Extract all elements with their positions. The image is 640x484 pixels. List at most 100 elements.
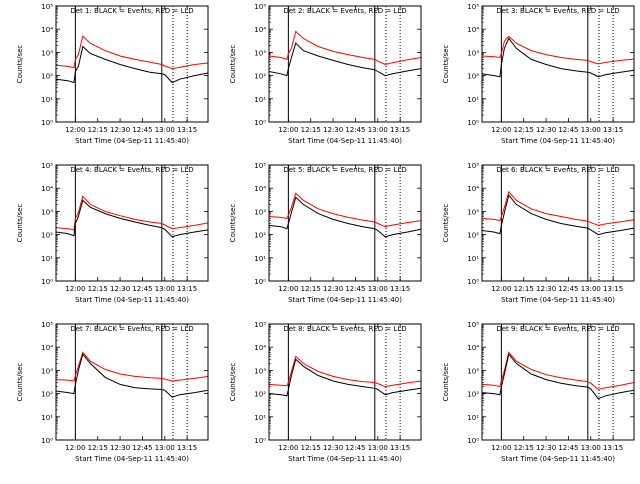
chart-4-ylabel: Counts/sec — [16, 204, 24, 243]
chart-1-ytick-label: 10⁰ — [41, 119, 53, 127]
chart-8-xtick-label: 13:15 — [390, 444, 410, 452]
chart-3-title: Det 3: BLACK = Events, RED = LLD — [496, 7, 619, 15]
chart-3-ytick-label: 10⁵ — [467, 3, 479, 11]
chart-7-xtick-label: 12:45 — [132, 444, 152, 452]
chart-2-ytick-label: 10¹ — [254, 96, 266, 104]
chart-3-ytick-label: 10⁴ — [467, 26, 479, 34]
chart-4-ytick-label: 10⁵ — [41, 162, 53, 170]
chart-3-ytick-label: 10³ — [467, 49, 479, 57]
chart-1-ytick-label: 10⁴ — [41, 26, 53, 34]
chart-7-ytick-label: 10¹ — [41, 414, 53, 422]
chart-1-xtick-label: 12:15 — [88, 126, 108, 134]
chart-4-title: Det 4: BLACK = Events, RED = LLD — [70, 166, 193, 174]
chart-6-ytick-label: 10¹ — [467, 255, 479, 263]
chart-9-ylabel: Counts/sec — [442, 363, 450, 402]
chart-4-series-events — [56, 199, 208, 238]
chart-2-xtick-label: 12:15 — [301, 126, 321, 134]
chart-9-title: Det 9: BLACK = Events, RED = LLD — [496, 325, 619, 333]
chart-3-xtick-label: 12:00 — [491, 126, 511, 134]
chart-6-series-events — [482, 194, 634, 236]
chart-8-ytick-label: 10¹ — [254, 414, 266, 422]
chart-2-ytick-label: 10⁵ — [254, 3, 266, 11]
chart-1-xtick-label: 12:45 — [132, 126, 152, 134]
chart-2-ytick-label: 10³ — [254, 49, 266, 57]
chart-2-title: Det 2: BLACK = Events, RED = LLD — [283, 7, 406, 15]
chart-7-xtick-label: 12:15 — [88, 444, 108, 452]
chart-8-series-lld — [269, 355, 421, 388]
chart-3-ytick-label: 10² — [467, 73, 479, 81]
chart-7-title: Det 7: BLACK = Events, RED = LLD — [70, 325, 193, 333]
chart-6-series-lld — [482, 190, 634, 226]
chart-7-xtick-label: 13:15 — [177, 444, 197, 452]
chart-5-title: Det 5: BLACK = Events, RED = LLD — [283, 166, 406, 174]
chart-4-xtick-label: 12:00 — [65, 285, 85, 293]
chart-4-xtick-label: 13:00 — [155, 285, 175, 293]
chart-3-xtick-label: 12:45 — [558, 126, 578, 134]
chart-1-xtick-label: 13:00 — [155, 126, 175, 134]
chart-9-xlabel: Start Time (04-Sep-11 11:45:40) — [501, 455, 615, 463]
chart-3-xtick-label: 12:15 — [514, 126, 534, 134]
chart-5-ytick-label: 10³ — [254, 208, 266, 216]
chart-2-xlabel: Start Time (04-Sep-11 11:45:40) — [288, 137, 402, 145]
chart-3-xlabel: Start Time (04-Sep-11 11:45:40) — [501, 137, 615, 145]
chart-6-xtick-label: 12:00 — [491, 285, 511, 293]
chart-4-ytick-label: 10³ — [41, 208, 53, 216]
chart-5-ytick-label: 10⁵ — [254, 162, 266, 170]
chart-1-series-events — [56, 45, 208, 84]
chart-6-frame — [481, 164, 635, 282]
chart-1-series-lld — [56, 35, 208, 70]
chart-9-ytick-label: 10² — [467, 391, 479, 399]
chart-6-ytick-label: 10² — [467, 232, 479, 240]
chart-6-ytick-label: 10⁰ — [467, 278, 479, 286]
chart-5-xtick-label: 12:15 — [301, 285, 321, 293]
chart-8-xtick-label: 12:30 — [323, 444, 343, 452]
chart-1-series-group — [56, 35, 208, 84]
chart-4-xtick-label: 13:15 — [177, 285, 197, 293]
chart-2-xtick-label: 13:15 — [390, 126, 410, 134]
chart-7-xtick-label: 12:30 — [110, 444, 130, 452]
chart-8-xtick-label: 12:00 — [278, 444, 298, 452]
chart-7-ytick-label: 10⁴ — [41, 344, 53, 352]
chart-8-ylabel: Counts/sec — [229, 363, 237, 402]
chart-8-frame — [268, 323, 422, 441]
chart-8-xtick-label: 12:45 — [345, 444, 365, 452]
chart-9-ytick-label: 10⁰ — [467, 437, 479, 445]
chart-6-xtick-label: 12:15 — [514, 285, 534, 293]
chart-9-xtick-label: 12:15 — [514, 444, 534, 452]
chart-6-ytick-label: 10⁵ — [467, 162, 479, 170]
chart-7-ytick-label: 10³ — [41, 367, 53, 375]
chart-8-xtick-label: 12:15 — [301, 444, 321, 452]
chart-3-ytick-label: 10⁰ — [467, 119, 479, 127]
chart-9-xtick-label: 13:00 — [581, 444, 601, 452]
chart-5-ytick-label: 10⁰ — [254, 278, 266, 286]
chart-3-ylabel: Counts/sec — [442, 45, 450, 84]
chart-5-frame — [268, 164, 422, 282]
chart-6-xtick-label: 12:30 — [536, 285, 556, 293]
chart-8-series-group — [269, 355, 421, 397]
chart-9-xtick-label: 12:00 — [491, 444, 511, 452]
chart-9-frame — [481, 323, 635, 441]
chart-9-xtick-label: 13:15 — [603, 444, 623, 452]
chart-5-ytick-label: 10¹ — [254, 255, 266, 263]
chart-3-ytick-label: 10¹ — [467, 96, 479, 104]
chart-4-ytick-label: 10⁰ — [41, 278, 53, 286]
chart-9-ytick-label: 10⁴ — [467, 344, 479, 352]
chart-1-ytick-label: 10² — [41, 73, 53, 81]
chart-4-xtick-label: 12:30 — [110, 285, 130, 293]
chart-4-xlabel: Start Time (04-Sep-11 11:45:40) — [75, 296, 189, 304]
chart-2-frame — [268, 5, 422, 123]
chart-7-ytick-label: 10⁵ — [41, 321, 53, 329]
chart-7-series-group — [56, 351, 208, 398]
chart-2-series-events — [269, 42, 421, 77]
chart-9-ytick-label: 10¹ — [467, 414, 479, 422]
chart-8-title: Det 8: BLACK = Events, RED = LLD — [283, 325, 406, 333]
chart-6-ylabel: Counts/sec — [442, 204, 450, 243]
chart-8-series-events — [269, 358, 421, 397]
